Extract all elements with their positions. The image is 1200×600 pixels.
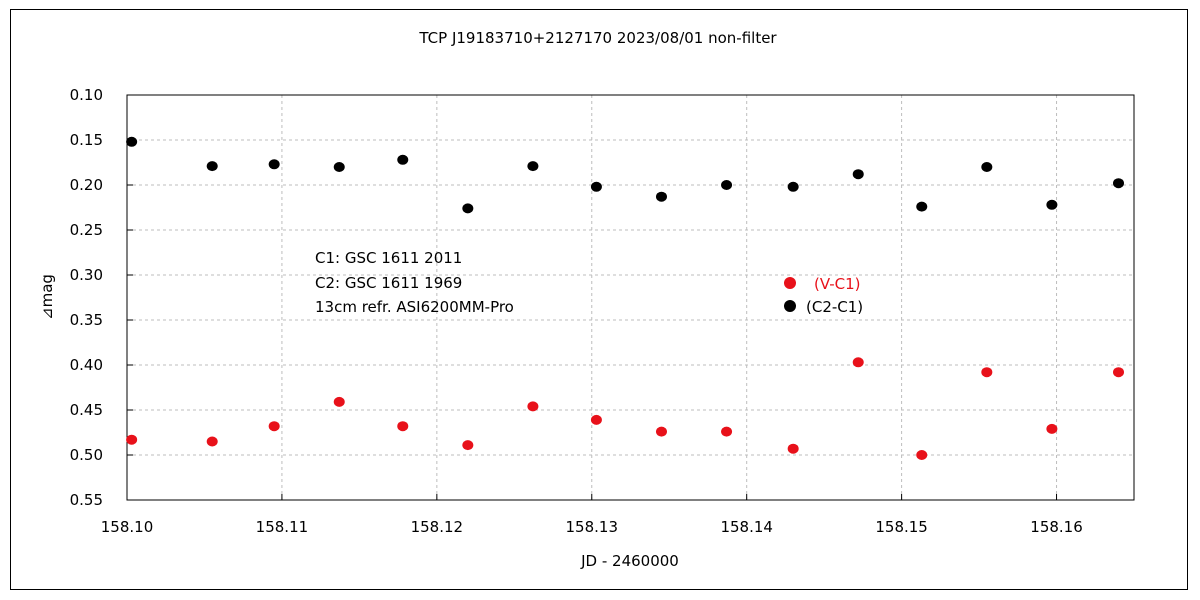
point-c2-c1 bbox=[268, 159, 280, 170]
y-tick-label: 0.30 bbox=[70, 266, 103, 284]
point-v-c1 bbox=[268, 421, 280, 432]
y-tick-label: 0.20 bbox=[70, 176, 103, 194]
legend-marker-v-c1 bbox=[784, 277, 796, 289]
point-v-c1 bbox=[1046, 423, 1058, 434]
point-c2-c1 bbox=[1046, 199, 1058, 210]
x-tick-label: 158.16 bbox=[1030, 518, 1083, 536]
annotation-instrument: 13cm refr. ASI6200MM-Pro bbox=[315, 298, 514, 316]
axis-ticks: 158.10 158.11 158.12 158.13 158.14 158.15 158.… bbox=[70, 86, 1083, 536]
legend: (V-C1) (C2-C1) bbox=[784, 275, 863, 316]
point-c2-c1 bbox=[206, 161, 218, 172]
point-c2-c1 bbox=[590, 181, 602, 192]
chart-frame bbox=[10, 9, 1188, 590]
y-tick-label: 0.15 bbox=[70, 131, 103, 149]
y-tick-label: 0.45 bbox=[70, 401, 103, 419]
point-c2-c1 bbox=[852, 169, 864, 180]
legend-label-c2-c1: (C2-C1) bbox=[806, 298, 863, 316]
point-v-c1 bbox=[462, 440, 474, 451]
point-v-c1 bbox=[852, 357, 864, 368]
point-v-c1 bbox=[916, 450, 928, 460]
point-c2-c1 bbox=[397, 154, 409, 165]
x-tick-label: 158.15 bbox=[875, 518, 928, 536]
y-tick-label: 0.55 bbox=[70, 491, 103, 509]
point-v-c1 bbox=[126, 434, 138, 445]
y-tick-label: 0.10 bbox=[70, 86, 103, 104]
point-v-c1 bbox=[655, 426, 667, 437]
y-tick-label: 0.35 bbox=[70, 311, 103, 329]
point-v-c1 bbox=[787, 443, 799, 454]
point-c2-c1 bbox=[527, 161, 539, 172]
point-c2-c1 bbox=[1113, 178, 1125, 189]
point-c2-c1 bbox=[462, 203, 474, 214]
point-v-c1 bbox=[1113, 367, 1125, 378]
x-tick-label: 158.10 bbox=[101, 518, 154, 536]
y-tick-label: 0.40 bbox=[70, 356, 103, 374]
legend-marker-c2-c1 bbox=[784, 300, 796, 312]
x-axis-label: JD - 2460000 bbox=[580, 552, 679, 570]
annotation-c1: C1: GSC 1611 2011 bbox=[315, 249, 462, 267]
x-tick-label: 158.12 bbox=[411, 518, 464, 536]
x-tick-label: 158.14 bbox=[720, 518, 773, 536]
point-c2-c1 bbox=[126, 136, 138, 147]
point-v-c1 bbox=[590, 414, 602, 425]
grid bbox=[127, 95, 1134, 500]
y-tick-label: 0.50 bbox=[70, 446, 103, 464]
point-c2-c1 bbox=[333, 162, 345, 172]
data-marks bbox=[126, 136, 1125, 460]
point-v-c1 bbox=[981, 367, 993, 378]
x-tick-label: 158.13 bbox=[566, 518, 619, 536]
chart-title: TCP J19183710+2127170 2023/08/01 non-fil… bbox=[418, 29, 777, 47]
point-c2-c1 bbox=[721, 180, 733, 190]
point-c2-c1 bbox=[981, 162, 993, 172]
point-v-c1 bbox=[206, 436, 218, 447]
point-c2-c1 bbox=[787, 181, 799, 192]
point-v-c1 bbox=[333, 396, 345, 407]
point-v-c1 bbox=[397, 421, 409, 432]
annotation-c2: C2: GSC 1611 1969 bbox=[315, 274, 462, 292]
point-c2-c1 bbox=[655, 191, 667, 202]
y-tick-label: 0.25 bbox=[70, 221, 103, 239]
y-axis-label: ⊿mag bbox=[38, 274, 56, 320]
plot-area bbox=[126, 94, 1135, 501]
x-tick-label: 158.11 bbox=[256, 518, 309, 536]
point-v-c1 bbox=[527, 401, 539, 412]
point-c2-c1 bbox=[916, 201, 928, 212]
point-v-c1 bbox=[721, 426, 733, 437]
legend-label-v-c1: (V-C1) bbox=[814, 275, 861, 293]
